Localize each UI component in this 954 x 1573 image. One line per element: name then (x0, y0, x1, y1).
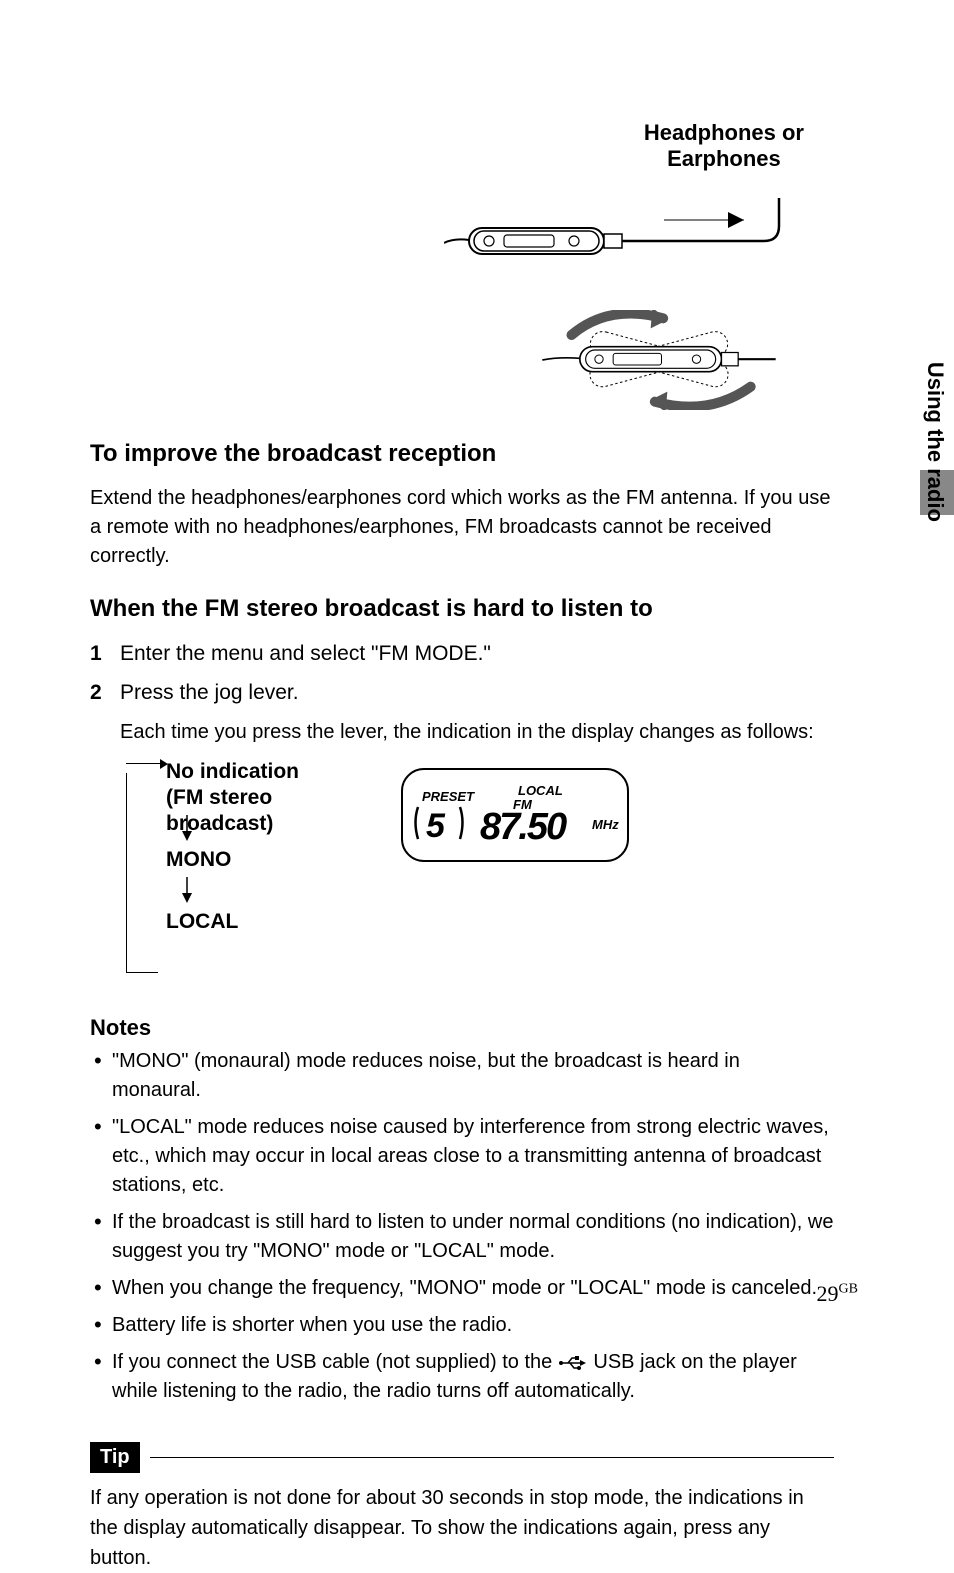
lcd-preset-label: PRESET (422, 789, 475, 804)
section-heading-fmmode: When the FM stereo broadcast is hard to … (90, 595, 834, 623)
down-arrow-icon (180, 815, 194, 847)
note-item: Battery life is shorter when you use the… (90, 1311, 834, 1340)
section-body-reception: Extend the headphones/earphones cord whi… (90, 484, 834, 571)
remote-extend-diagram (444, 198, 864, 268)
step-2-sub: Each time you press the lever, the indic… (90, 718, 834, 747)
headphones-label: Headphones or Earphones (644, 120, 804, 173)
down-arrow-icon (180, 877, 194, 909)
cycle-item-mono: MONO (166, 847, 231, 873)
main-content: To improve the broadcast reception Exten… (90, 440, 834, 1573)
side-tab-label: Using the radio (922, 362, 948, 522)
cycle-item-local: LOCAL (166, 909, 238, 935)
usb-icon (558, 1356, 588, 1370)
step-2: Press the jog lever. (90, 678, 834, 707)
cycle-item-none: No indication (FM stereo broadcast) (166, 759, 360, 838)
lcd-mode: LOCAL (518, 783, 563, 798)
page-number: 29GB (817, 1281, 858, 1307)
tip-bar: Tip (90, 1442, 834, 1473)
tip-text: If any operation is not done for about 3… (90, 1483, 834, 1573)
lcd-frequency: 87.50 (480, 806, 567, 848)
tip-rule (150, 1457, 834, 1459)
lcd-preset-num: 5 (426, 807, 446, 845)
step-1: Enter the menu and select "FM MODE." (90, 639, 834, 668)
note-item: If you connect the USB cable (not suppli… (90, 1348, 834, 1406)
illustration-area: Headphones or Earphones (444, 120, 864, 430)
lcd-display-diagram: PRESET LOCAL FM 5 87.50 MHz (400, 767, 630, 863)
note-item: If the broadcast is still hard to listen… (90, 1208, 834, 1266)
note-item: "LOCAL" mode reduces noise caused by int… (90, 1113, 834, 1200)
section-heading-reception: To improve the broadcast reception (90, 440, 834, 468)
note-item: "MONO" (monaural) mode reduces noise, bu… (90, 1047, 834, 1105)
note-item: When you change the frequency, "MONO" mo… (90, 1274, 834, 1303)
lcd-unit: MHz (592, 817, 619, 832)
fm-mode-cycle-diagram: No indication (FM stereo broadcast) MONO… (120, 759, 360, 989)
notes-heading: Notes (90, 1015, 834, 1041)
tip-chip: Tip (90, 1442, 140, 1473)
remote-rotate-diagram (479, 310, 839, 410)
